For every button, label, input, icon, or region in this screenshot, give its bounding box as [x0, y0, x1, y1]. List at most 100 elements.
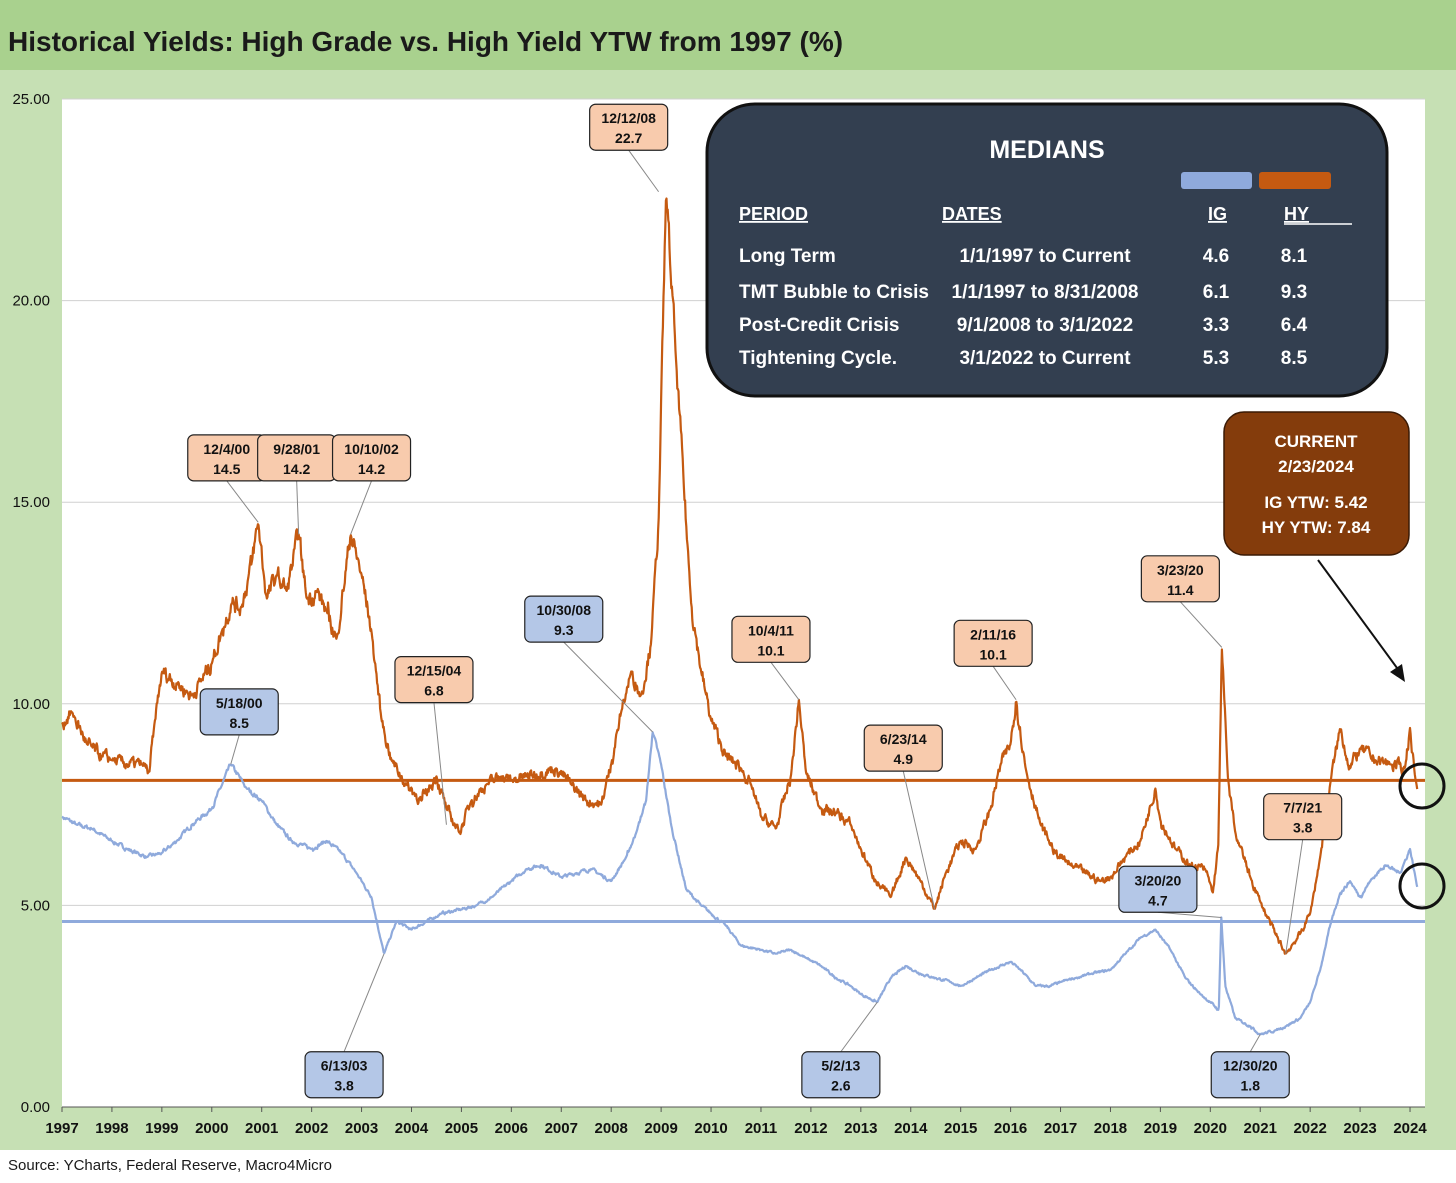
x-tick-label: 2000: [195, 1120, 228, 1137]
page-title: Historical Yields: High Grade vs. High Y…: [8, 26, 844, 57]
annotation-box: [331, 434, 412, 482]
x-tick-label: 2012: [794, 1120, 827, 1137]
x-tick-label: 2004: [395, 1120, 429, 1137]
annotation-value: 1.8: [1241, 1078, 1261, 1094]
y-axis: 0.00 5.00 10.00 15.00 20.00 25.00: [12, 91, 50, 1116]
annotation-leader: [1249, 1034, 1261, 1052]
header-ig: IG: [1208, 204, 1227, 224]
current-arrow-line: [1317, 559, 1401, 673]
annotation-box: [863, 724, 943, 772]
x-tick-label: 2005: [445, 1120, 478, 1137]
annotation-date: 3/23/20: [1157, 562, 1204, 578]
current-ig-ytw: IG YTW: 5.42: [1264, 493, 1367, 512]
annotation-date: 10/4/11: [748, 622, 794, 638]
x-tick-label: 2024: [1393, 1120, 1427, 1137]
x-tick-label: 2023: [1343, 1120, 1376, 1137]
medians-cell-period: Long Term: [739, 246, 836, 267]
annotation-leader: [563, 641, 653, 733]
header-hy: HY: [1284, 204, 1309, 224]
medians-cell-ig: 3.3: [1203, 315, 1229, 336]
x-tick-label: 2018: [1094, 1120, 1127, 1137]
annotation-leader: [840, 1001, 878, 1053]
header-period: PERIOD: [739, 204, 808, 224]
annotation-value: 10.1: [757, 642, 784, 658]
annotation-value: 9.3: [554, 622, 574, 638]
x-tick-label: 2009: [644, 1120, 677, 1137]
annotation-leader: [770, 661, 800, 701]
annotation-box: [1210, 1051, 1290, 1099]
hy-legend-swatch: [1259, 172, 1331, 189]
annotation-box: [1118, 865, 1198, 913]
annotation-value: 6.8: [424, 683, 444, 699]
annotation-box: [731, 615, 811, 663]
medians-table: MEDIANS PERIOD DATES IG HY Long Term 1/1/…: [705, 102, 1389, 398]
current-label: CURRENT: [1274, 432, 1358, 451]
x-tick-label: 2017: [1044, 1120, 1077, 1137]
y-tick-label: 20.00: [12, 293, 50, 310]
source-bar: [0, 1150, 1456, 1183]
annotation-date: 9/28/01: [273, 441, 320, 457]
medians-cell-dates: 1/1/1997 to 8/31/2008: [952, 282, 1139, 303]
current-arrow-head: [1390, 664, 1405, 682]
annotation-leader: [1157, 911, 1222, 918]
x-tick-label: 1999: [145, 1120, 178, 1137]
title-bar: [0, 0, 1456, 70]
annotation-leaders: [226, 149, 1304, 1053]
annotation-date: 6/13/03: [321, 1058, 368, 1074]
current-callout: CURRENT 2/23/2024 IG YTW: 5.42 HY YTW: 7…: [1223, 411, 1446, 910]
x-tick-label: 1998: [95, 1120, 128, 1137]
medians-title: MEDIANS: [989, 136, 1104, 164]
medians-cell-ig: 6.1: [1203, 282, 1230, 303]
annotation-date: 10/10/02: [344, 441, 399, 457]
medians-cell-dates: 1/1/1997 to Current: [959, 246, 1131, 267]
annotation-box: [199, 688, 279, 736]
x-tick-label: 2001: [245, 1120, 278, 1137]
y-tick-label: 25.00: [12, 91, 50, 108]
x-tick-label: 2002: [295, 1120, 328, 1137]
annotation-date: 5/2/13: [821, 1058, 860, 1074]
series-lines: [61, 197, 1419, 1036]
annotation-value: 2.6: [831, 1078, 851, 1094]
y-tick-label: 5.00: [21, 897, 50, 914]
annotation-value: 14.2: [358, 461, 385, 477]
annotation-date: 2/11/16: [970, 626, 1016, 642]
annotation-leader: [350, 480, 373, 535]
annotation-date: 12/30/20: [1223, 1058, 1278, 1074]
annotation-value: 11.4: [1167, 582, 1194, 598]
x-tick-label: 2021: [1244, 1120, 1277, 1137]
annotation-date: 12/15/04: [407, 663, 462, 679]
x-tick-label: 2014: [894, 1120, 928, 1137]
ig-series-line: [61, 731, 1419, 1036]
annotation-value: 4.7: [1148, 892, 1168, 908]
x-tick-label: 2008: [595, 1120, 628, 1137]
annotation-date: 12/12/08: [601, 110, 656, 126]
x-tick-label: 2010: [694, 1120, 727, 1137]
annotation-value: 14.2: [283, 461, 310, 477]
current-hy-ytw: HY YTW: 7.84: [1262, 518, 1371, 537]
annotation-value: 8.5: [230, 715, 250, 731]
medians-cell-period: Post-Credit Crisis: [739, 315, 899, 336]
annotation-leader: [343, 953, 385, 1052]
y-tick-label: 10.00: [12, 696, 50, 713]
x-tick-label: 2006: [495, 1120, 528, 1137]
annotation-date: 5/18/00: [216, 695, 263, 711]
annotation-box: [524, 595, 604, 643]
annotation-leader: [992, 666, 1017, 701]
x-tick-label: 1997: [45, 1120, 78, 1137]
current-date: 2/23/2024: [1278, 457, 1354, 476]
x-tick-label: 2003: [345, 1120, 378, 1137]
annotation-box: [304, 1051, 384, 1099]
annotation-date: 3/20/20: [1135, 872, 1182, 888]
annotation-leader: [226, 480, 259, 523]
x-tick-label: 2011: [745, 1120, 778, 1137]
annotation-value: 4.9: [894, 751, 914, 767]
current-box: [1223, 411, 1410, 556]
annotation-box: [953, 619, 1033, 667]
medians-cell-period: TMT Bubble to Crisis: [739, 282, 929, 303]
annotation-date: 12/4/00: [203, 441, 250, 457]
annotation-value: 3.8: [334, 1078, 354, 1094]
medians-cell-hy: 8.5: [1281, 348, 1308, 369]
medians-cell-dates: 9/1/2008 to 3/1/2022: [957, 315, 1133, 336]
x-tick-label: 2007: [545, 1120, 578, 1137]
